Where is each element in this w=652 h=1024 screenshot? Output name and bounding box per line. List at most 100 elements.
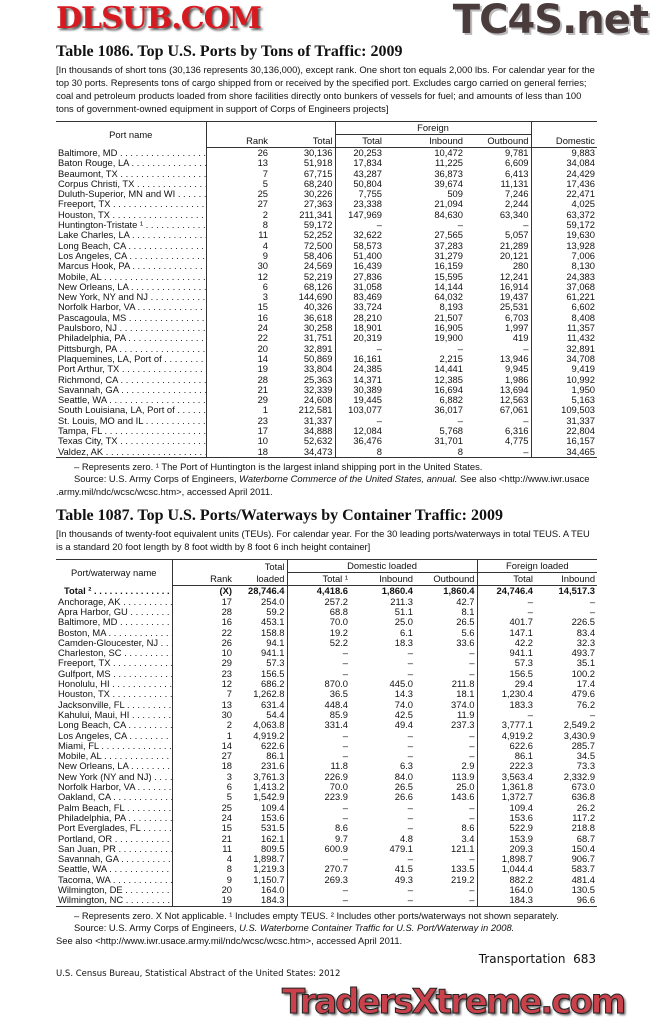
value-cell: – — [407, 730, 413, 741]
value-cell: 28 — [257, 374, 268, 385]
value-cell: – — [527, 607, 534, 617]
row-name-cell: Baltimore, MD . . . . . . . . . . . . . … — [56, 147, 207, 159]
value-cell: 5,163 — [571, 395, 595, 406]
value-cell: 3 — [226, 771, 232, 782]
value-cell: 211.3 — [390, 596, 413, 607]
value-cell: 6,882 — [439, 395, 463, 406]
table-row: Lake Charles, LA . . . . . . . . . . . .… — [56, 230, 597, 241]
value-cell: 31,337 — [566, 415, 595, 426]
row-name-cell: Corpus Christi, TX . . . . . . . . . . .… — [56, 178, 207, 190]
watermark-logo-middle: DLSUB.COM — [56, 1, 262, 36]
value-cell: – — [465, 343, 532, 354]
row-name-cell: Miami, FL . . . . . . . . . . . . . . . … — [56, 740, 173, 752]
value-cell: 20 — [257, 343, 268, 354]
value-cell: 14,371 — [353, 374, 382, 385]
value-cell: 4 — [226, 854, 232, 865]
value-cell: – — [415, 668, 478, 680]
value-cell: 2.9 — [415, 761, 478, 772]
value-cell: 1,950 — [571, 384, 595, 395]
value-cell: 30,226 — [270, 189, 336, 200]
table-row: Kahului, Maui, HI . . . . . . . . . . . … — [56, 709, 597, 721]
table-row: Jacksonville, FL . . . . . . . . . . . .… — [56, 699, 597, 710]
value-cell: 12,084 — [353, 426, 382, 437]
value-cell: 43,287 — [353, 168, 382, 179]
table-row: Palm Beach, FL . . . . . . . . . . . . .… — [56, 802, 597, 813]
col-domestic-inbound: Inbound — [350, 572, 415, 587]
value-cell: 33,804 — [270, 364, 336, 375]
table-row: Houston, TX . . . . . . . . . . . . . . … — [56, 689, 597, 700]
col-foreign-total: Total — [335, 134, 384, 148]
row-name-cell: Marcus Hook, PA . . . . . . . . . . . . … — [56, 261, 207, 272]
table2: Port/waterway name Total Domestic loaded… — [56, 559, 598, 907]
value-cell: 109.4 — [509, 802, 534, 813]
value-cell: – — [342, 668, 348, 679]
value-cell: 6,609 — [465, 158, 532, 169]
value-cell: 121.1 — [415, 843, 478, 855]
value-cell: – — [415, 648, 478, 659]
value-cell: 453.1 — [234, 617, 288, 628]
table-row: Anchorage, AK . . . . . . . . . . . . . … — [56, 596, 597, 607]
value-cell: 9 — [262, 250, 268, 261]
value-cell: 19 — [172, 895, 234, 907]
row-name-cell: Los Angeles, CA . . . . . . . . . . . . … — [56, 250, 207, 262]
value-cell: 5,768 — [439, 426, 463, 437]
value-cell: 61,221 — [566, 292, 595, 303]
value-cell: 34,473 — [270, 446, 336, 458]
col-total-loaded-line1: Total — [234, 559, 288, 573]
table-row: Philadelphia, PA . . . . . . . . . . . .… — [56, 333, 597, 344]
value-cell: – — [342, 648, 348, 659]
value-cell: 8.6 — [415, 823, 478, 834]
value-cell: 184.3 — [477, 895, 536, 907]
value-cell: 2,244 — [465, 199, 532, 210]
value-cell: 84.0 — [394, 771, 413, 782]
publisher-line: U.S. Census Bureau, Statistical Abstract… — [56, 969, 341, 979]
value-cell: 21 — [221, 833, 232, 844]
value-cell: – — [415, 802, 478, 813]
col-total-loaded-line2: loaded — [234, 572, 288, 587]
row-name-cell: Norfolk Harbor, VA . . . . . . . . . . .… — [56, 302, 207, 313]
value-cell: 1,997 — [465, 323, 532, 334]
value-cell: – — [457, 415, 463, 426]
value-cell: 58,406 — [270, 250, 336, 262]
page-footer-right: Transportation 683 — [479, 952, 596, 966]
value-cell: 50,869 — [270, 353, 336, 365]
watermark-logo-bottom: TradersXtreme.com — [281, 982, 626, 1022]
value-cell: 11.9 — [415, 709, 478, 721]
value-cell: – — [527, 596, 534, 607]
value-cell: 1 — [226, 730, 232, 741]
value-cell: 257.2 — [324, 596, 348, 607]
table-row: Duluth-Superior, MN and WI . . . . . . .… — [56, 189, 597, 200]
value-cell: 94.1 — [234, 637, 288, 649]
row-name-cell: Mobile, AL . . . . . . . . . . . . . . .… — [56, 271, 207, 282]
row-name-cell: Texas City, TX . . . . . . . . . . . . .… — [56, 436, 207, 447]
value-cell: 9,419 — [571, 364, 595, 375]
value-cell: 14,517.3 — [558, 585, 596, 597]
value-cell: 30,258 — [270, 323, 336, 334]
value-cell: 51.1 — [394, 607, 413, 617]
value-cell: 28 — [221, 607, 232, 617]
table-row: Baltimore, MD . . . . . . . . . . . . . … — [56, 617, 597, 628]
value-cell: 41.5 — [394, 864, 413, 875]
value-cell: – — [465, 220, 532, 231]
table-row: Texas City, TX . . . . . . . . . . . . .… — [56, 436, 597, 447]
value-cell: 673.0 — [571, 782, 596, 793]
value-cell: 15,595 — [434, 271, 463, 282]
row-name-cell: Palm Beach, FL . . . . . . . . . . . . .… — [56, 802, 173, 813]
value-cell: 23 — [257, 415, 268, 426]
table-row: Paulsboro, NJ . . . . . . . . . . . . . … — [56, 323, 597, 334]
value-cell: 17.4 — [576, 679, 596, 690]
source-suffix: See also <http://www.iwr.usace .army.mil… — [56, 473, 590, 497]
value-cell: 17,834 — [353, 158, 382, 169]
value-cell: 17,436 — [566, 178, 595, 189]
col-group-foreign: Foreign loaded — [477, 559, 598, 574]
row-name-cell: Plaquemines, LA, Port of . . . . . . . .… — [56, 353, 207, 365]
value-cell: 49.4 — [394, 720, 413, 731]
row-name-cell: Total ² . . . . . . . . . . . . . . . . … — [56, 585, 173, 597]
value-cell: 50,804 — [353, 178, 382, 189]
value-cell: 1,898.7 — [234, 854, 288, 865]
col-port-name: Port name — [56, 121, 207, 148]
row-name-cell: Mobile, AL . . . . . . . . . . . . . . .… — [56, 751, 173, 762]
table-row: Pascagoula, MS . . . . . . . . . . . . .… — [56, 312, 597, 324]
value-cell: 96.6 — [535, 895, 598, 907]
row-name-cell: Richmond, CA . . . . . . . . . . . . . .… — [56, 374, 207, 385]
